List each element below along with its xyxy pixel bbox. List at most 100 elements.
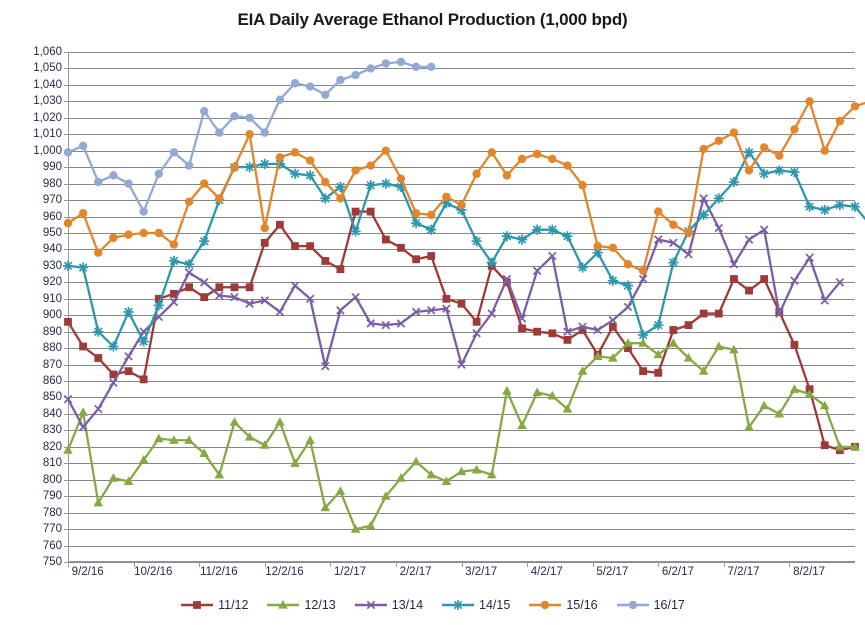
- data-point-triangle: [789, 384, 800, 393]
- data-point-x: [245, 299, 254, 308]
- y-tick-mark: [64, 52, 69, 53]
- data-point-circle: [305, 82, 315, 91]
- x-tick-mark: [527, 562, 529, 567]
- data-point-asterisk: [168, 255, 180, 267]
- data-point-triangle: [698, 366, 709, 375]
- y-axis-tick-label: 970: [42, 194, 62, 207]
- data-point-triangle: [63, 445, 73, 454]
- data-point-circle: [532, 149, 542, 159]
- data-point-asterisk: [93, 326, 104, 337]
- data-point-circle: [336, 75, 345, 85]
- data-point-circle: [94, 248, 103, 257]
- data-point-circle: [109, 171, 118, 180]
- data-point-circle: [169, 240, 179, 249]
- series-15-16: [63, 97, 865, 276]
- y-axis-tick-label: 820: [42, 440, 62, 453]
- data-point-square: [154, 294, 163, 303]
- data-point-circle: [790, 125, 799, 134]
- series-12-13: [63, 338, 860, 533]
- data-point-circle: [109, 233, 118, 243]
- y-tick-mark: [64, 232, 69, 234]
- legend-label: 14/15: [479, 598, 511, 612]
- gridline: [68, 117, 855, 119]
- y-axis-tick-label: 1,000: [33, 144, 62, 157]
- gridline: [68, 348, 855, 350]
- legend-item-14-15[interactable]: 14/15: [441, 598, 510, 612]
- series-16-17: [63, 57, 436, 216]
- data-point-x: [805, 253, 814, 262]
- data-point-asterisk: [698, 209, 709, 220]
- data-point-x: [396, 319, 406, 328]
- data-point-circle: [850, 102, 860, 111]
- data-point-circle: [684, 228, 693, 238]
- y-axis-tick-label: 990: [42, 161, 62, 174]
- data-point-asterisk: [607, 275, 618, 286]
- data-point-triangle: [592, 351, 603, 360]
- y-tick-mark: [64, 479, 69, 481]
- y-axis-line: [68, 52, 69, 562]
- data-point-x: [820, 296, 830, 305]
- x-axis-tick-label: 6/2/17: [661, 566, 694, 578]
- data-point-square: [200, 293, 209, 302]
- data-point-asterisk: [713, 193, 724, 204]
- data-point-x: [729, 259, 739, 269]
- data-point-circle: [184, 197, 194, 206]
- legend-item-12-13[interactable]: 12/13: [266, 598, 336, 612]
- data-point-triangle: [278, 600, 289, 609]
- data-point-circle: [820, 146, 829, 155]
- data-point-x: [487, 309, 497, 318]
- x-tick-mark: [330, 562, 332, 567]
- data-point-circle: [669, 220, 678, 229]
- data-point-square: [669, 326, 678, 334]
- data-point-circle: [63, 148, 73, 157]
- x-axis-line: [68, 561, 855, 562]
- gridline: [68, 84, 855, 86]
- gridline: [68, 183, 855, 185]
- legend-item-16-17[interactable]: 16/17: [616, 598, 685, 612]
- y-axis-tick-label: 850: [42, 391, 62, 404]
- data-point-triangle: [411, 456, 421, 466]
- data-point-triangle: [169, 435, 179, 444]
- series-line: [66, 210, 857, 452]
- data-point-circle: [699, 144, 708, 154]
- data-point-square: [503, 278, 511, 287]
- legend-item-13-14[interactable]: 13/14: [354, 598, 423, 612]
- data-point-square: [193, 601, 202, 609]
- data-point-triangle: [456, 466, 467, 476]
- y-axis-tick-label: 930: [42, 259, 62, 272]
- data-point-circle: [124, 179, 133, 188]
- data-point-circle: [563, 161, 572, 170]
- data-point-circle: [714, 136, 723, 146]
- data-point-x: [305, 294, 315, 304]
- y-tick-mark: [64, 529, 69, 531]
- y-tick-mark: [64, 315, 69, 317]
- y-axis-tick-label: 800: [42, 473, 62, 486]
- data-point-circle: [154, 228, 164, 238]
- data-point-asterisk: [62, 260, 74, 271]
- data-point-circle: [381, 146, 391, 155]
- data-point-circle: [593, 241, 602, 251]
- data-point-x: [336, 306, 345, 315]
- data-point-asterisk: [199, 236, 210, 247]
- legend-item-11-12[interactable]: 11/12: [180, 598, 248, 612]
- y-axis-tick-label: 920: [42, 276, 62, 289]
- data-point-triangle: [804, 389, 815, 398]
- data-point-asterisk: [668, 257, 679, 268]
- data-point-x: [366, 600, 376, 610]
- data-point-x: [593, 325, 602, 335]
- data-point-x: [275, 307, 285, 317]
- x-axis-tick-label: 7/2/17: [727, 566, 760, 578]
- legend-item-15-16[interactable]: 15/16: [528, 598, 598, 612]
- data-point-triangle: [93, 497, 104, 507]
- data-point-x: [578, 322, 587, 332]
- data-point-asterisk: [638, 329, 649, 341]
- chart-legend: 11/12 12/13 13/14 14/15 15/16 16/17: [0, 598, 865, 612]
- data-point-asterisk: [471, 236, 482, 247]
- data-point-asterisk: [547, 224, 558, 235]
- y-tick-mark: [64, 413, 69, 415]
- data-point-asterisk: [123, 306, 134, 318]
- data-point-square: [457, 299, 466, 308]
- data-point-circle: [541, 600, 550, 610]
- data-point-triangle: [365, 520, 376, 530]
